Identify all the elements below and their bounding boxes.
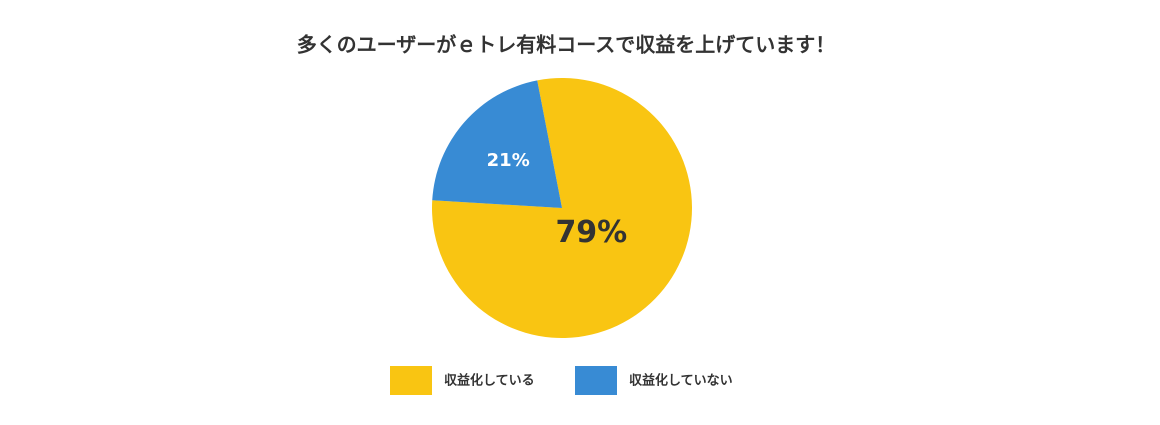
legend-label: 収益化している bbox=[444, 373, 535, 389]
pie-slice bbox=[432, 80, 562, 208]
data-label: 79% bbox=[555, 215, 627, 250]
data-label: 21% bbox=[487, 150, 530, 171]
legend-swatch bbox=[390, 366, 432, 395]
chart-title: 多くのユーザーがｅトレ有料コースで収益を上げています！ bbox=[297, 33, 836, 57]
legend-swatch bbox=[575, 366, 617, 395]
legend-label: 収益化していない bbox=[629, 373, 733, 389]
